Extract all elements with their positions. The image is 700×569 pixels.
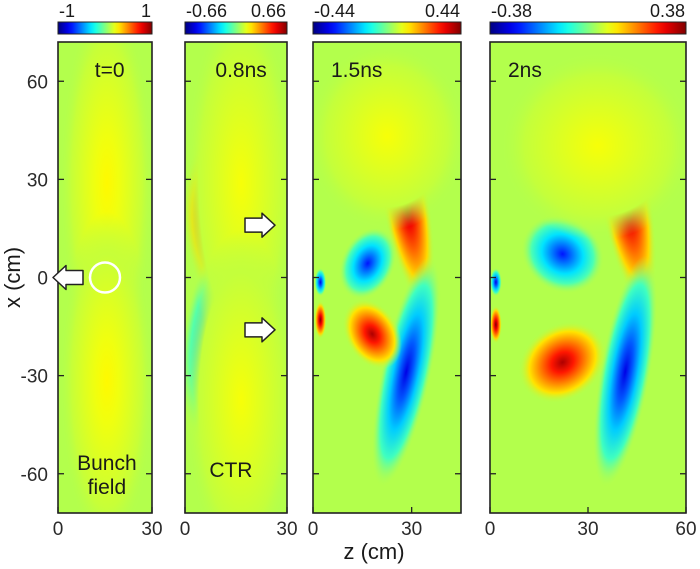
colorbar [312,21,462,35]
panel-time-label: 0.8ns [215,59,266,82]
panel-annotation: CTR [209,459,252,482]
heatmap-field [313,42,461,487]
panel-1: -0.66 0.66 0.8ns 0 30 CTR [180,1,298,540]
colorbar-max-label: 0.66 [251,1,286,21]
colorbar-min-label: -0.66 [186,1,227,21]
field-lobe [490,268,502,297]
colorbar [184,21,288,35]
left-arrow-icon [52,264,84,291]
y-axis-title: x (cm) [0,247,25,308]
field-lobe [592,255,658,488]
colorbar-min-label: -0.44 [314,1,355,21]
x-tick-label: 0 [485,519,496,540]
field-lobe [313,42,461,231]
panel-2: -0.44 0.44 1.5ns 0 30 [308,1,462,540]
right-arrow-icon [244,317,276,343]
colorbar-min-label: -0.38 [491,1,532,21]
field-lobe [314,268,327,297]
x-tick-label: 30 [577,519,598,540]
x-tick-label: 30 [276,519,297,540]
y-tick-label: 60 [27,72,48,93]
y-tick-label: 30 [27,170,48,191]
x-tick-label: 0 [308,519,319,540]
field-lobe [518,321,607,404]
x-tick-label: 30 [401,519,422,540]
colorbar-max-label: 0.38 [650,1,685,21]
x-tick-label: 0 [180,519,191,540]
y-tick-label: 0 [37,269,48,290]
colorbar [489,21,687,35]
heatmap-field [185,42,287,513]
x-tick-label: 30 [141,519,162,540]
field-lobe [314,301,327,339]
bunch-marker-circle [88,261,122,294]
right-arrow-icon [244,212,276,238]
x-tick-label: 0 [53,519,64,540]
colorbar [57,21,153,35]
colorbar-max-label: 0.44 [425,1,460,21]
field-lobe [490,305,502,344]
field-lobe [185,230,287,513]
field-lobe [338,227,397,300]
panel-time-label: 1.5ns [331,59,382,82]
y-tick-label: -30 [21,367,48,388]
colorbar-min-label: -1 [59,1,75,21]
panel-3: -0.38 0.38 2ns 0 30 60 [485,1,697,540]
colorbar-max-label: 1 [141,1,151,21]
panel-time-label: 2ns [508,59,542,82]
y-tick-label: -60 [21,465,48,486]
heatmap-field [490,51,686,488]
field-lobe [342,298,402,370]
panel-annotation: Bunch [77,452,137,475]
field-lobe [59,211,152,513]
panel-time-label: t=0 [95,59,125,82]
x-tick-label: 60 [675,519,696,540]
x-axis-title: z (cm) [343,539,404,564]
field-lobe [371,256,441,487]
field-lobe [499,51,686,240]
panel-annotation: field [88,476,127,499]
